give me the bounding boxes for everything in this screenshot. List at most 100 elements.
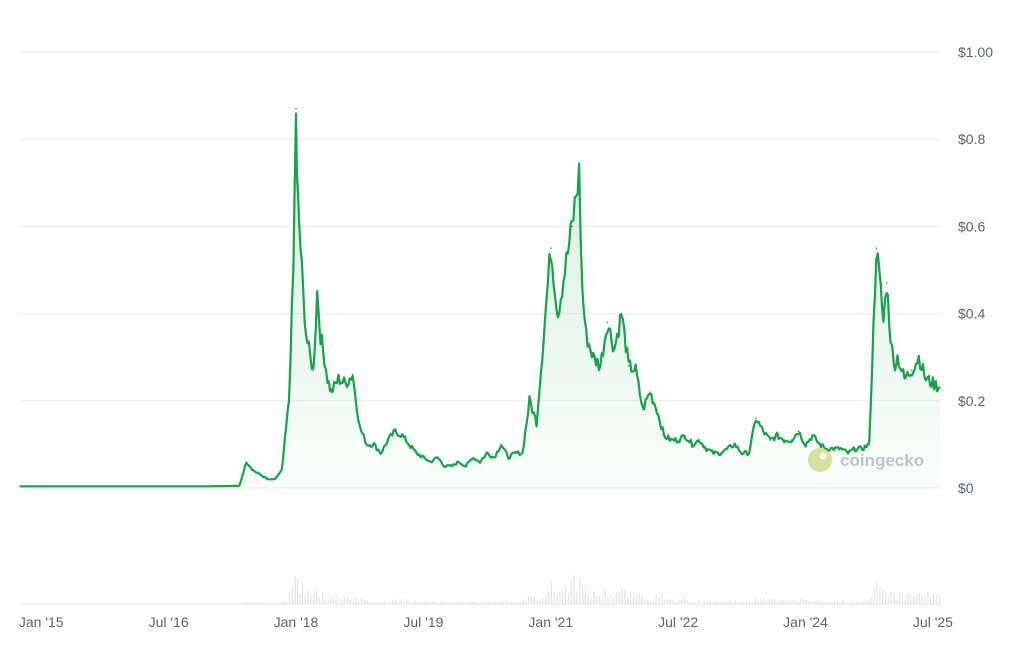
- volume-bar: [443, 601, 445, 604]
- price-points: [19, 107, 941, 488]
- volume-bar: [927, 592, 929, 604]
- volume-bar: [647, 599, 649, 604]
- volume-bar: [485, 600, 487, 604]
- volume-bar: [550, 580, 552, 604]
- volume-bar: [757, 600, 759, 604]
- volume-bar: [556, 595, 558, 604]
- volume-bar: [494, 601, 496, 604]
- volume-bar: [243, 602, 245, 604]
- volume-bar: [901, 596, 903, 604]
- price-point: [295, 107, 297, 110]
- volume-bar: [658, 597, 660, 604]
- price-point: [281, 469, 283, 472]
- volume-bar: [335, 594, 337, 604]
- price-point: [266, 478, 269, 481]
- coingecko-watermark: coingecko: [808, 448, 924, 472]
- price-point: [712, 452, 715, 454]
- price-point: [719, 452, 722, 454]
- grid-lines: [20, 51, 940, 489]
- price-point: [578, 173, 580, 175]
- price-point: [443, 465, 446, 468]
- price-point: [125, 485, 127, 488]
- volume-bar: [839, 602, 841, 604]
- volume-bar: [712, 602, 714, 604]
- volume-bar: [536, 599, 538, 604]
- volume-bar: [780, 600, 782, 604]
- volume-bar: [613, 597, 615, 604]
- price-point: [776, 434, 779, 437]
- price-point: [885, 282, 888, 284]
- volume-bar: [545, 596, 547, 604]
- volume-bar: [587, 595, 589, 604]
- volume-bar: [505, 600, 507, 604]
- volume-bar: [624, 589, 626, 604]
- volume-bar: [689, 601, 691, 604]
- volume-bar: [785, 600, 787, 604]
- volume-bar: [400, 598, 402, 604]
- price-point: [457, 461, 460, 463]
- volume-bar: [791, 600, 793, 604]
- volume-bar: [397, 601, 400, 604]
- volume-bar: [816, 599, 819, 604]
- volume-bar: [352, 597, 354, 604]
- price-point: [649, 391, 651, 393]
- volume-bar: [327, 599, 329, 604]
- price-point: [259, 474, 262, 476]
- volume-bar: [873, 586, 875, 604]
- price-point: [748, 452, 750, 454]
- price-point: [288, 400, 290, 402]
- volume-bar: [604, 589, 606, 604]
- volume-bar: [386, 602, 388, 604]
- volume-bar: [865, 600, 867, 604]
- price-point: [82, 485, 85, 488]
- volume-bar: [774, 599, 776, 604]
- x-tick-label: Jan '18: [274, 614, 319, 630]
- volume-bar: [304, 597, 306, 604]
- volume-bar: [369, 600, 371, 604]
- price-point: [925, 378, 927, 380]
- volume-bar: [930, 597, 932, 604]
- price-point: [326, 378, 329, 380]
- volume-bar: [771, 598, 773, 604]
- volume-bar: [695, 602, 697, 604]
- price-point: [854, 447, 856, 450]
- volume-bar: [349, 598, 351, 604]
- volume-bar: [420, 601, 422, 604]
- volume-bar: [893, 592, 895, 604]
- volume-bar: [825, 601, 827, 604]
- volume-bar: [932, 594, 935, 604]
- volume-bar: [547, 589, 550, 604]
- volume-bar: [294, 576, 296, 604]
- price-point: [401, 434, 403, 437]
- volume-bar: [729, 601, 731, 604]
- volume-bar: [822, 602, 824, 604]
- price-point: [380, 452, 382, 454]
- volume-bars: [243, 575, 940, 604]
- volume-bar: [698, 599, 700, 604]
- price-point: [811, 434, 814, 437]
- volume-bar: [576, 591, 578, 604]
- price-point: [436, 456, 439, 459]
- volume-bar: [361, 598, 363, 604]
- price-point: [581, 291, 584, 293]
- volume-bar: [760, 598, 762, 604]
- volume-bar: [375, 602, 377, 604]
- volume-bar: [743, 601, 745, 604]
- volume-bar: [423, 601, 425, 604]
- volume-bar: [596, 596, 598, 604]
- volume-bar: [805, 599, 807, 604]
- price-point: [298, 225, 301, 228]
- price-point: [507, 456, 510, 459]
- price-point: [861, 447, 863, 450]
- volume-bar: [644, 600, 646, 604]
- volume-bar: [468, 601, 470, 604]
- volume-bar: [655, 595, 657, 604]
- volume-bar: [867, 599, 869, 604]
- volume-bar: [802, 599, 804, 604]
- volume-bar: [856, 601, 858, 604]
- price-point: [896, 356, 899, 359]
- price-point: [606, 321, 609, 324]
- volume-bar: [734, 599, 736, 604]
- price-point: [309, 356, 311, 359]
- volume-bar: [519, 601, 521, 604]
